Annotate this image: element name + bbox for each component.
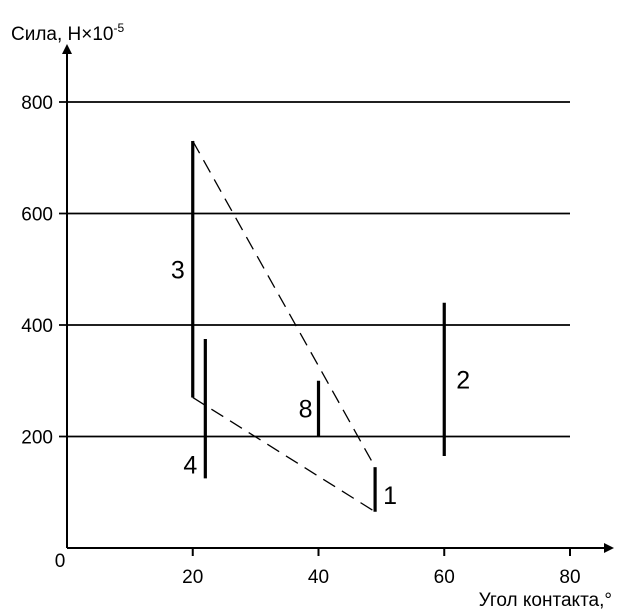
range-label-1: 1 (383, 482, 397, 510)
envelope-upper-line (192, 140, 376, 468)
x-axis-title: Угол контакта,° (479, 590, 612, 611)
y-tick-label-600: 600 (21, 205, 53, 226)
labels: Сила, Н×10-5 Угол контакта,° 0 (11, 21, 612, 611)
range-label-2: 2 (456, 366, 470, 394)
y-tick-label-800: 800 (21, 93, 53, 114)
envelope-lower-line (192, 396, 376, 513)
y-tick-label-400: 400 (21, 316, 53, 337)
envelope (192, 140, 376, 513)
range-label-3: 3 (171, 256, 185, 284)
x-tick-label-60: 60 (434, 567, 455, 588)
x-tick-label-40: 40 (308, 567, 329, 588)
range-label-8: 8 (299, 396, 313, 424)
origin-label: 0 (55, 551, 66, 572)
range-label-4: 4 (183, 451, 197, 479)
x-tick-label-20: 20 (182, 567, 203, 588)
x-tick-label-80: 80 (559, 567, 580, 588)
y-axis-title: Сила, Н×10-5 (11, 21, 124, 45)
range-bars: 1 2 3 4 8 (171, 141, 470, 512)
gridlines (59, 101, 570, 438)
y-tick-label-200: 200 (21, 428, 53, 449)
